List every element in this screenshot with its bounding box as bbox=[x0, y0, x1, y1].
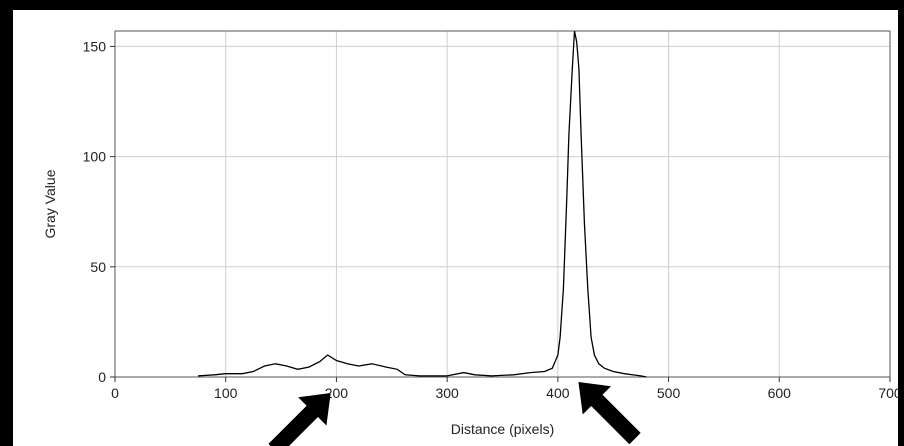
axes: 0 100 200 300 400 500 600 700 0 50 100 150 bbox=[83, 38, 898, 401]
x-tick-label: 700 bbox=[878, 385, 898, 401]
x-axis-title: Distance (pixels) bbox=[451, 421, 554, 437]
y-tick-label: 100 bbox=[83, 149, 107, 165]
y-tick-label: 0 bbox=[98, 369, 106, 385]
x-tick-label: 400 bbox=[546, 385, 570, 401]
y-tick-label: 50 bbox=[90, 259, 106, 275]
right-arrow bbox=[578, 382, 641, 445]
left-arrow bbox=[268, 393, 331, 446]
x-tick-label: 600 bbox=[768, 385, 792, 401]
plot-border bbox=[114, 30, 891, 378]
right-arrow-shape bbox=[578, 382, 641, 445]
x-tick-label: 100 bbox=[214, 385, 238, 401]
data-line bbox=[197, 30, 647, 378]
annotation-arrows bbox=[268, 382, 641, 446]
y-tick-label: 150 bbox=[83, 38, 107, 54]
chart-panel: 0 100 200 300 400 500 600 700 0 50 100 150 Gray Val… bbox=[13, 10, 898, 446]
x-tick-label: 0 bbox=[111, 385, 119, 401]
grid bbox=[114, 31, 891, 378]
x-tick-label: 500 bbox=[657, 385, 681, 401]
y-axis-title: Gray Value bbox=[42, 169, 58, 238]
x-tick-label: 300 bbox=[435, 385, 459, 401]
left-arrow-shape bbox=[268, 393, 331, 446]
x-tick-label: 200 bbox=[325, 385, 349, 401]
profile-plot: 0 100 200 300 400 500 600 700 0 50 100 150 Gray Val… bbox=[42, 30, 898, 446]
